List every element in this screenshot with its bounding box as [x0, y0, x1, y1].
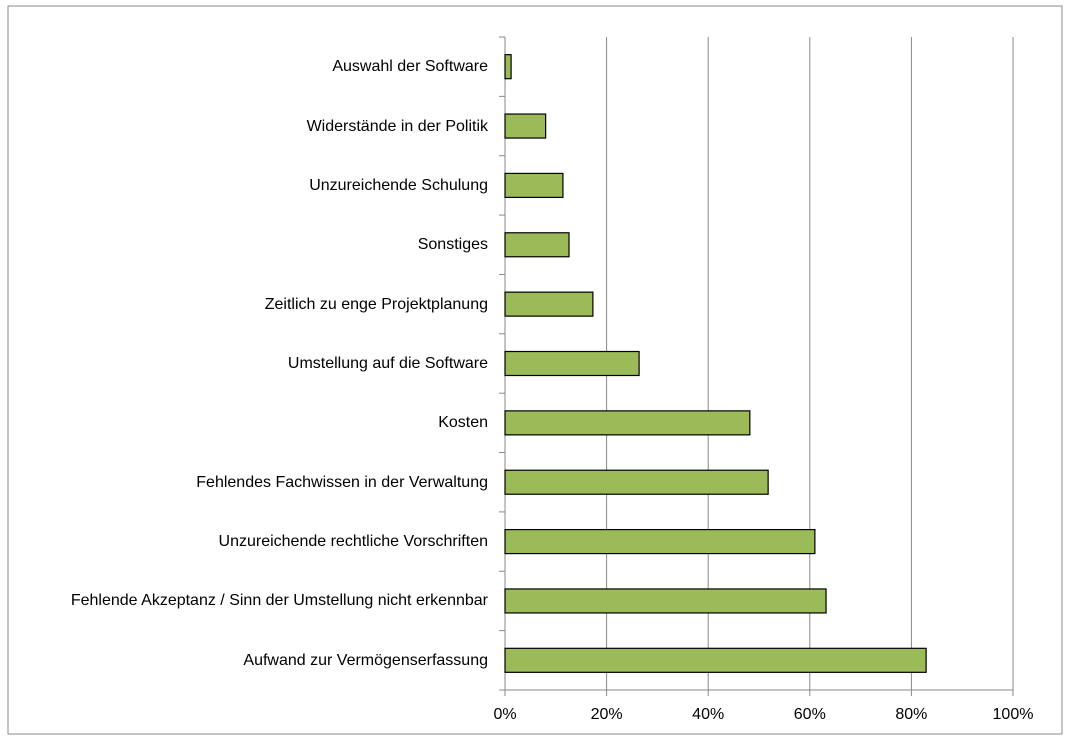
- bar: [504, 172, 564, 199]
- y-tick-label: Fehlende Akzeptanz / Sinn der Umstellung…: [70, 592, 488, 610]
- frame: [7, 5, 1063, 735]
- bar: [504, 232, 570, 258]
- bar: [504, 647, 927, 673]
- y-tick-label: Umstellung auf die Software: [287, 355, 488, 372]
- bar: [504, 588, 827, 614]
- x-tick-label: 40%: [692, 706, 724, 723]
- bar: [504, 410, 751, 436]
- x-tick-label: 80%: [895, 706, 927, 723]
- bar: [504, 528, 816, 555]
- y-tick-label: Aufwand zur Vermögenserfassung: [243, 651, 488, 669]
- bar: [504, 350, 640, 377]
- bar: [504, 291, 594, 317]
- y-tick-label: Unzureichende rechtliche Vorschriften: [218, 533, 488, 551]
- y-tick-label: Auswahl der Software: [332, 58, 488, 76]
- x-tick-label: 0%: [493, 706, 516, 723]
- y-tick-label: Widerstände in der Politik: [306, 117, 488, 135]
- bar: [504, 113, 547, 139]
- y-tick-label: Sonstiges: [417, 236, 488, 254]
- x-tick-label: 100%: [993, 706, 1034, 723]
- y-tick-label: Kosten: [438, 414, 488, 432]
- y-tick-label: Fehlendes Fachwissen in der Verwaltung: [196, 473, 488, 491]
- x-tick-label: 20%: [591, 706, 623, 723]
- y-tick-label: Zeitlich zu enge Projektplanung: [264, 295, 488, 313]
- bar: [504, 54, 512, 80]
- bar: [504, 469, 769, 495]
- y-tick-label: Unzureichende Schulung: [309, 176, 488, 194]
- x-tick-label: 60%: [794, 706, 826, 723]
